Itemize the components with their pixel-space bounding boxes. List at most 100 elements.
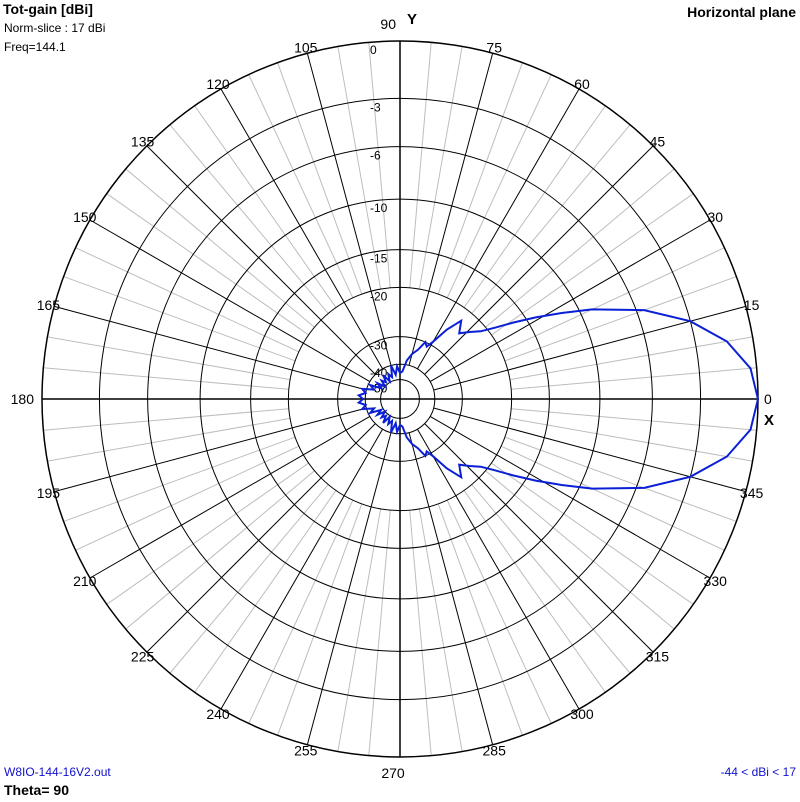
radial-tick-label: 0 [370, 43, 377, 57]
angle-tick-label: 150 [73, 209, 97, 225]
spoke [433, 305, 746, 391]
fine-spoke [368, 42, 391, 288]
fine-spoke [194, 105, 337, 308]
angle-tick-label: 240 [206, 706, 230, 722]
fine-spoke [106, 193, 309, 336]
y-axis-label: Y [407, 11, 417, 28]
fine-spoke [446, 499, 552, 724]
angle-tick-label: 90 [380, 16, 396, 32]
spoke [416, 428, 580, 710]
angle-tick-label: 165 [37, 297, 61, 313]
spoke [54, 305, 367, 391]
fine-spoke [511, 367, 757, 390]
fine-spoke [418, 46, 463, 290]
fine-spoke [437, 503, 523, 736]
gain-range-label: -44 < dBi < 17 [720, 765, 796, 779]
spoke [429, 219, 711, 383]
fine-spoke [511, 408, 757, 431]
fine-spoke [43, 408, 289, 431]
radial-tick-label: -20 [370, 289, 388, 303]
fine-spoke [491, 462, 694, 605]
spoke [220, 428, 384, 710]
fine-spoke [491, 193, 694, 336]
radial-tick-label: -6 [370, 149, 381, 163]
fine-spoke [194, 490, 337, 693]
fine-spoke [463, 105, 606, 308]
angle-tick-label: 345 [740, 485, 764, 501]
filename-label: W8IO-144-16V2.out [4, 765, 111, 779]
fine-spoke [463, 490, 606, 693]
fine-spoke [509, 336, 753, 381]
theta-label: Theta= 90 [4, 782, 69, 798]
spoke [89, 415, 371, 579]
spoke [433, 407, 746, 493]
radiation-pattern-line [356, 308, 760, 490]
fine-spoke [75, 247, 300, 353]
angle-tick-label: 180 [11, 391, 35, 407]
angle-tick-label: 75 [486, 39, 502, 55]
angle-tick-label: 45 [650, 134, 666, 150]
chart-title: Tot-gain [dBi] [3, 1, 93, 17]
angle-tick-label: 30 [707, 209, 723, 225]
fine-spoke [169, 484, 329, 674]
angle-tick-label: 285 [483, 743, 507, 759]
fine-spoke [485, 470, 675, 630]
fine-spoke [368, 510, 391, 756]
fine-spoke [500, 445, 725, 551]
fine-spoke [277, 62, 363, 295]
fine-spoke [169, 124, 329, 314]
spoke [408, 432, 494, 745]
fine-spoke [437, 62, 523, 295]
fine-spoke [277, 503, 363, 736]
angle-tick-label: 255 [294, 743, 318, 759]
fine-spoke [337, 508, 382, 752]
angle-tick-label: 15 [744, 297, 760, 313]
angle-tick-label: 330 [704, 573, 728, 589]
fine-spoke [248, 499, 354, 724]
fine-spoke [509, 417, 753, 462]
spoke [220, 88, 384, 370]
angle-tick-label: 105 [294, 39, 318, 55]
fine-spoke [63, 276, 296, 362]
spoke [429, 415, 711, 579]
fine-spoke [409, 42, 432, 288]
fine-spoke [75, 445, 300, 551]
angle-tick-label: 270 [381, 765, 405, 781]
fine-spoke [446, 74, 552, 299]
fine-spoke [337, 46, 382, 290]
fine-spoke [106, 462, 309, 605]
angle-labels: 0 15 30 45 60 75 90 105 120 135 150 165 180 195 210 225… [11, 16, 772, 781]
spoke [146, 423, 376, 653]
spoke [54, 407, 367, 493]
plane-label: Horizontal plane [687, 4, 796, 20]
radial-tick-label: -3 [370, 100, 381, 114]
spoke [146, 145, 376, 375]
angle-tick-label: 0 [764, 391, 772, 407]
angle-tick-label: 120 [206, 76, 230, 92]
angle-tick-label: 195 [37, 485, 61, 501]
fine-spoke [504, 436, 737, 522]
radial-tick-label: -30 [370, 339, 388, 353]
fine-grid [43, 42, 757, 756]
fine-spoke [409, 510, 432, 756]
angle-tick-label: 135 [131, 134, 155, 150]
x-axis-label: X [764, 412, 774, 429]
fine-spoke [47, 417, 291, 462]
fine-spoke [471, 124, 631, 314]
spoke [408, 53, 494, 366]
radial-tick-label: -15 [370, 252, 388, 266]
fine-spoke [125, 470, 315, 630]
spoke [306, 432, 392, 745]
fine-spoke [500, 247, 725, 353]
frequency-label: Freq=144.1 [4, 40, 66, 54]
fine-spoke [125, 168, 315, 328]
fine-spoke [47, 336, 291, 381]
radial-tick-label: -10 [370, 201, 388, 215]
fine-spoke [471, 484, 631, 674]
fine-spoke [504, 276, 737, 362]
angle-tick-label: 60 [574, 76, 590, 92]
angle-tick-label: 210 [73, 573, 97, 589]
spoke [89, 219, 371, 383]
angle-spokes [42, 41, 758, 757]
